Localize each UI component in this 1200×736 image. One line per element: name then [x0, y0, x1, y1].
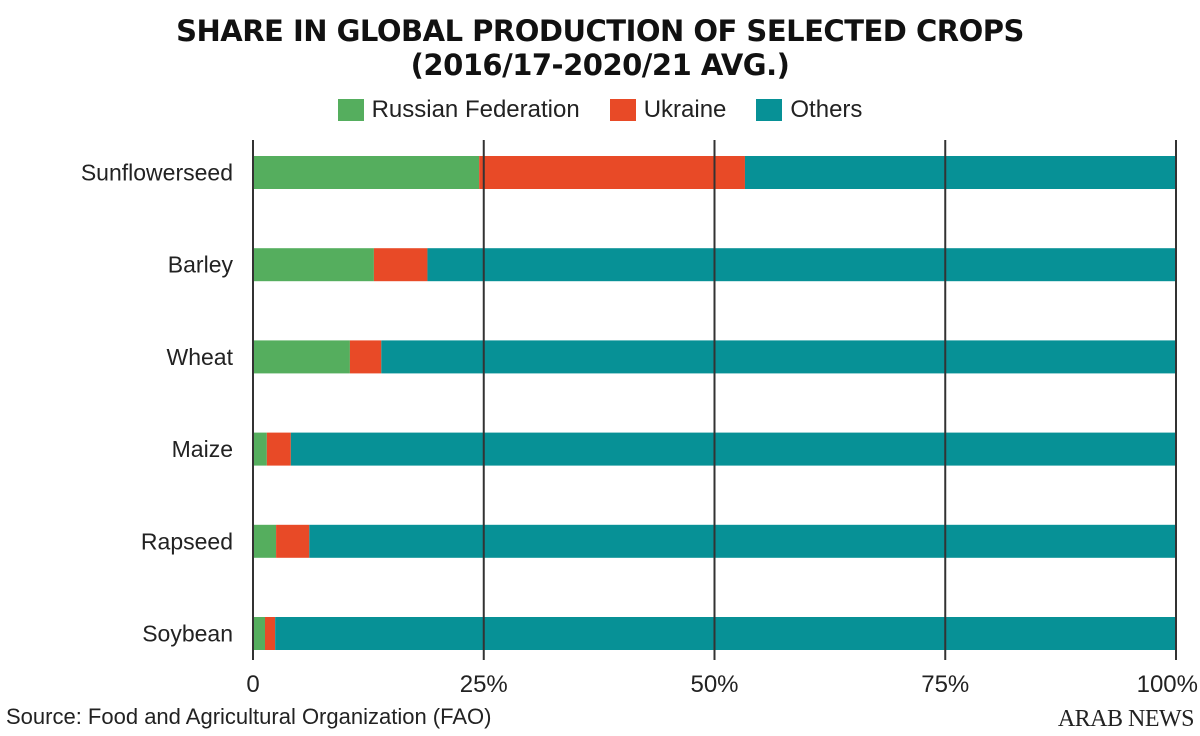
bar-soybean-russian-federation — [253, 617, 265, 650]
bar-wheat-ukraine — [349, 340, 382, 374]
bar-rapseed-others — [309, 524, 1177, 558]
legend-swatch-russia — [337, 99, 364, 121]
bar-maize-ukraine — [266, 432, 291, 466]
bar-maize-others — [290, 432, 1176, 466]
legend-label-russia: Russian Federation — [371, 96, 580, 123]
x-tick-label: 100% — [1137, 671, 1198, 698]
arab-news-logo: ARAB NEWS — [1057, 706, 1195, 732]
legend: Russian Federation Ukraine Others — [0, 96, 1200, 124]
legend-item-russia: Russian Federation — [337, 96, 580, 124]
bar-soybean-ukraine — [264, 617, 276, 650]
chart-subtitle: (2016/17-2020/21 AVG.) — [410, 48, 790, 82]
bar-barley-russian-federation — [253, 248, 374, 282]
category-label: Maize — [172, 436, 233, 462]
x-tick-label: 50% — [690, 671, 738, 698]
category-label: Barley — [168, 252, 234, 278]
x-tick-label: 25% — [460, 671, 508, 698]
legend-item-others: Others — [756, 96, 862, 124]
legend-swatch-ukraine — [609, 99, 636, 121]
x-tick-label: 0 — [246, 671, 259, 698]
bar-wheat-russian-federation — [253, 340, 350, 374]
bar-wheat-others — [381, 340, 1176, 374]
legend-item-ukraine: Ukraine — [609, 96, 727, 124]
x-tick-label: 75% — [921, 671, 969, 698]
bar-maize-russian-federation — [253, 432, 267, 466]
legend-label-others: Others — [790, 96, 863, 123]
bar-sunflowerseed-russian-federation — [253, 156, 480, 189]
category-label: Rapseed — [141, 528, 233, 554]
bar-barley-others — [427, 248, 1176, 282]
bar-rapseed-russian-federation — [253, 524, 277, 558]
bar-sunflowerseed-others — [744, 156, 1176, 189]
legend-swatch-others — [756, 99, 783, 121]
bar-barley-ukraine — [373, 248, 428, 282]
category-label: Wheat — [167, 344, 234, 370]
bar-soybean-others — [275, 617, 1177, 650]
chart-title: SHARE IN GLOBAL PRODUCTION OF SELECTED C… — [176, 14, 1024, 48]
source-note: Source: Food and Agricultural Organizati… — [6, 704, 492, 729]
category-label: Soybean — [142, 621, 233, 647]
bar-sunflowerseed-ukraine — [479, 156, 745, 189]
category-label: Sunflowerseed — [81, 160, 233, 186]
bar-rapseed-ukraine — [276, 524, 310, 558]
legend-label-ukraine: Ukraine — [643, 96, 727, 123]
